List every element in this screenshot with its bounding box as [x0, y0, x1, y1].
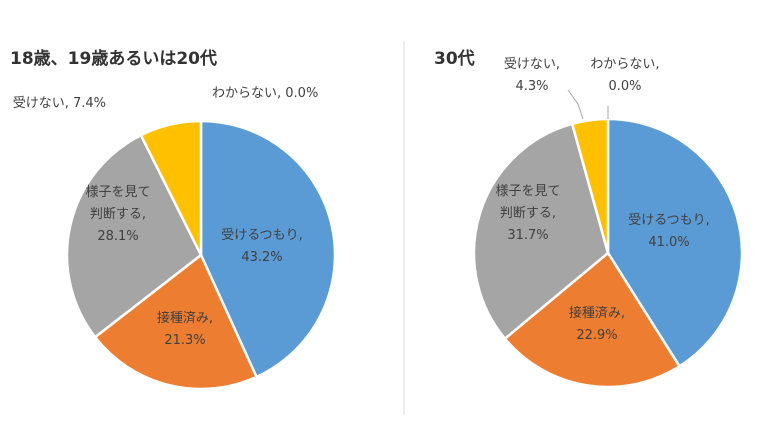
- data-label-unsure-left: わからない, 0.0%: [212, 86, 318, 101]
- pie-slice-wait-and-see-left: [65, 133, 203, 339]
- data-label-committed-right: 受けるつもり, 41.0%: [628, 213, 710, 250]
- chart-title-left: 18歳、19歳あるいは20代: [10, 48, 217, 69]
- pie-slice-vaccinated-left: [93, 253, 258, 391]
- data-label-refuse-right: 受けない, 4.3%: [504, 57, 560, 94]
- data-label-vaccinated-left: 接種済み, 21.3%: [157, 310, 213, 348]
- pie-slice-refuse-left: [139, 119, 203, 257]
- pie-slice-wait-and-see-right: [472, 122, 610, 340]
- data-label-unsure-right: わからない, 0.0%: [590, 57, 659, 94]
- data-label-refuse-left: 受けない, 7.4%: [13, 96, 106, 111]
- pie-slice-committed-left: [199, 119, 337, 379]
- pie-slice-vaccinated-right: [503, 251, 681, 389]
- pie-chart-right: 30代 受けるつもり, 41.0% 接種済み, 22.9% 様子を見て判断する, 31.7…: [434, 48, 744, 389]
- leader-line-refuse-right: [567, 89, 584, 120]
- data-label-wait-and-see-left: 様子を見て判断する, 28.1%: [85, 185, 150, 244]
- data-label-committed-left: 受けるつもり, 43.2%: [221, 228, 303, 265]
- chart-title-right: 30代: [434, 48, 475, 69]
- data-label-vaccinated-right: 接種済み, 22.9%: [569, 305, 625, 343]
- data-label-wait-and-see-right: 様子を見て判断する, 31.7%: [495, 184, 560, 243]
- pie-chart-left: 18歳、19歳あるいは20代 受けるつもり, 43.2% 接種済み, 21.3% 様子を…: [10, 48, 337, 391]
